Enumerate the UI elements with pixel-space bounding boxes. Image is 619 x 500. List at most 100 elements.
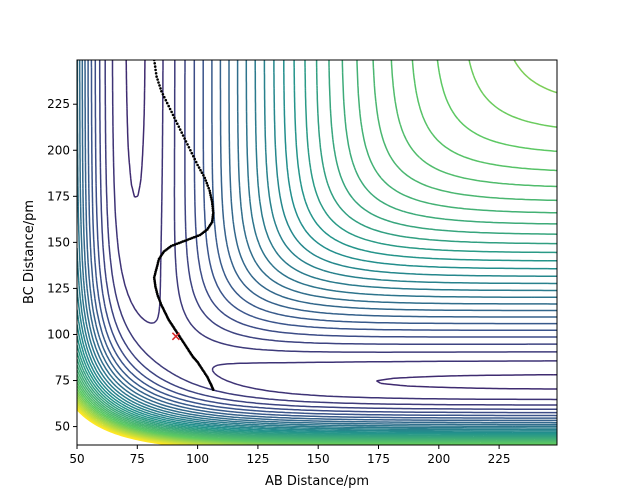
contour-level-25 xyxy=(77,60,557,441)
trajectory-point xyxy=(174,119,178,123)
trajectory-point xyxy=(165,101,169,105)
trajectory-point xyxy=(170,110,173,114)
trajectory-point xyxy=(173,116,176,120)
contour-level-7 xyxy=(104,60,557,406)
contour-level-19 xyxy=(77,60,557,434)
x-tick-label-225: 225 xyxy=(488,452,511,466)
contour-level-20 xyxy=(77,60,557,435)
trajectory-point xyxy=(196,163,199,167)
contour-lines xyxy=(77,60,557,445)
start-marker xyxy=(171,332,180,341)
trajectory-point xyxy=(186,143,189,146)
trajectory-point xyxy=(211,388,215,392)
contour-level-27 xyxy=(77,60,557,443)
trajectory-point xyxy=(206,184,209,187)
trajectory-point xyxy=(194,235,198,238)
contour-level-29 xyxy=(77,60,557,445)
trajectory-point xyxy=(190,151,194,155)
trajectory-point xyxy=(207,186,210,190)
trajectory-point xyxy=(153,65,157,68)
trajectory-point xyxy=(199,168,202,172)
x-tick-label-125: 125 xyxy=(246,452,269,466)
trajectory-point xyxy=(211,213,215,216)
y-axis-ticks: 50 75 100 125 150 175 200 225 xyxy=(47,97,77,434)
trajectory-point xyxy=(208,191,212,195)
y-tick-label-125: 125 xyxy=(47,281,70,295)
trajectory-point xyxy=(209,196,213,199)
trajectory-point xyxy=(178,128,182,131)
trajectory-point xyxy=(180,131,183,134)
trajectory-point xyxy=(209,193,212,197)
contour-level-15 xyxy=(77,60,557,428)
y-tick-label-75: 75 xyxy=(55,374,70,388)
contour-level-37 xyxy=(77,405,188,445)
contour-level-22 xyxy=(77,60,557,438)
trajectory-point xyxy=(210,200,214,204)
trajectory-point xyxy=(197,166,201,169)
trajectory-point xyxy=(175,242,179,246)
contour-level-6 xyxy=(111,60,557,401)
y-axis-label: BC Distance/pm xyxy=(22,200,37,304)
plot-frame xyxy=(76,59,558,446)
contour-level-24 xyxy=(77,60,557,440)
contour-level-13 xyxy=(81,60,557,424)
trajectory-point xyxy=(194,160,198,164)
y-tick-label-200: 200 xyxy=(47,143,70,157)
contour-level-5 xyxy=(125,60,557,390)
contour-level-26 xyxy=(77,60,557,442)
trajectory-point xyxy=(168,107,172,111)
contour-level-23 xyxy=(77,60,557,439)
trajectory-point xyxy=(189,149,192,152)
contour-level-17 xyxy=(77,60,557,431)
x-axis-ticks: 50 75 100 125 150 175 200 225 xyxy=(69,445,511,466)
contour-level-21 xyxy=(77,60,557,436)
trajectory-point xyxy=(192,154,195,158)
x-tick-label-200: 200 xyxy=(427,452,450,466)
trajectory-point xyxy=(176,122,179,125)
trajectory-point xyxy=(167,104,170,108)
trajectory-point xyxy=(163,95,166,99)
trajectory-point xyxy=(171,113,175,117)
trajectory-point xyxy=(155,75,158,78)
trajectory-point xyxy=(183,137,186,140)
trajectory-point xyxy=(161,93,165,96)
trajectory-point xyxy=(164,98,168,102)
trajectory-point xyxy=(205,181,209,185)
contour-level-9 xyxy=(94,60,557,414)
trajectory-point xyxy=(203,176,207,180)
contour-level-14 xyxy=(78,60,557,426)
y-tick-label-175: 175 xyxy=(47,189,70,203)
trajectory-point xyxy=(211,205,214,208)
trajectory-point xyxy=(211,209,215,212)
contour-level-12 xyxy=(84,60,557,422)
x-tick-label-100: 100 xyxy=(186,452,209,466)
trajectory-point xyxy=(184,140,188,143)
start-markers xyxy=(171,332,180,341)
trajectory-point xyxy=(153,283,157,287)
x-tick-label-150: 150 xyxy=(307,452,330,466)
contour-level-8 xyxy=(98,60,557,410)
x-tick-label-75: 75 xyxy=(130,452,145,466)
trajectory-point xyxy=(211,202,214,206)
trajectory-point xyxy=(154,68,157,72)
trajectory-point xyxy=(193,157,196,161)
trajectory-point xyxy=(153,62,156,65)
trajectory-point xyxy=(177,125,181,128)
y-tick-label-225: 225 xyxy=(47,97,70,111)
trajectory-path xyxy=(152,60,215,392)
contour-level-28 xyxy=(77,60,557,444)
trajectory-point xyxy=(200,171,204,174)
plot-area xyxy=(77,60,557,445)
trajectory-point xyxy=(202,174,205,177)
trajectory-point xyxy=(189,237,192,240)
contour-level-11 xyxy=(87,60,557,419)
contour-level-10 xyxy=(90,60,557,417)
y-tick-label-100: 100 xyxy=(47,327,70,341)
trajectory-point xyxy=(160,90,163,93)
contour-level-33 xyxy=(77,396,248,445)
trajectory-point xyxy=(187,146,191,149)
x-axis-label: AB Distance/pm xyxy=(265,474,369,489)
contour-level-36 xyxy=(77,403,199,445)
contour-level-34 xyxy=(77,398,227,445)
